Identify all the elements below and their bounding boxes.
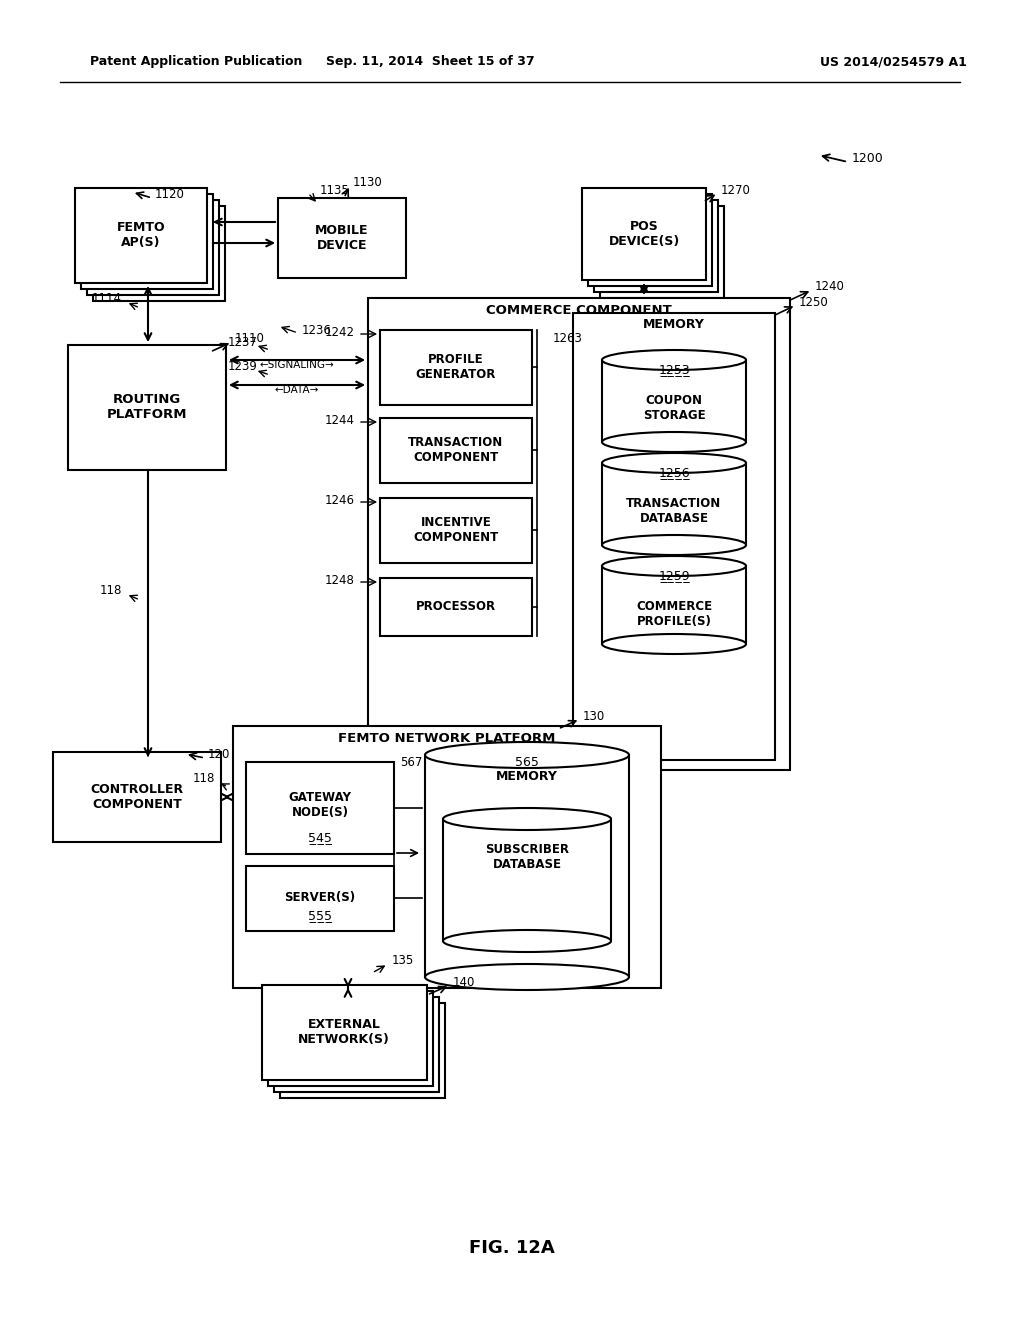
Text: CONTROLLER
COMPONENT: CONTROLLER COMPONENT — [90, 783, 183, 810]
Bar — [246, 866, 394, 931]
Text: COUPON
STORAGE: COUPON STORAGE — [643, 393, 706, 422]
Text: 1237: 1237 — [228, 335, 258, 348]
Text: 1114: 1114 — [92, 293, 122, 305]
Text: 1̲2̲5̲3̲: 1̲2̲5̲3̲ — [658, 363, 690, 376]
Text: 1236: 1236 — [302, 323, 332, 337]
Bar — [368, 298, 790, 770]
Text: PROFILE
GENERATOR: PROFILE GENERATOR — [416, 352, 497, 381]
Text: 1250: 1250 — [799, 296, 828, 309]
Text: 5̲5̲5̲: 5̲5̲5̲ — [308, 909, 332, 923]
Bar — [380, 578, 532, 636]
Text: 1246: 1246 — [325, 494, 355, 507]
Bar — [600, 206, 724, 298]
Text: GATEWAY
NODE(S): GATEWAY NODE(S) — [289, 791, 351, 818]
Text: COMMERCE
PROFILE(S): COMMERCE PROFILE(S) — [636, 601, 712, 628]
Text: POS
DEVICE(S): POS DEVICE(S) — [608, 220, 680, 248]
Bar — [268, 991, 433, 1086]
Text: US 2014/0254579 A1: US 2014/0254579 A1 — [820, 55, 967, 69]
Text: 1248: 1248 — [326, 573, 355, 586]
Ellipse shape — [425, 964, 629, 990]
Text: 1130: 1130 — [353, 176, 383, 189]
Text: MEMORY: MEMORY — [643, 318, 705, 330]
Ellipse shape — [425, 742, 629, 768]
Text: TRANSACTION
COMPONENT: TRANSACTION COMPONENT — [409, 436, 504, 465]
Text: 1240: 1240 — [815, 281, 845, 293]
Bar — [278, 198, 406, 279]
Ellipse shape — [602, 432, 746, 451]
Text: Patent Application Publication: Patent Application Publication — [90, 55, 302, 69]
Text: COMMERCE COMPONENT: COMMERCE COMPONENT — [486, 305, 672, 318]
Bar — [246, 762, 394, 854]
Text: TRANSACTION
DATABASE: TRANSACTION DATABASE — [627, 498, 722, 525]
Text: EXTERNAL
NETWORK(S): EXTERNAL NETWORK(S) — [298, 1018, 390, 1045]
Ellipse shape — [602, 556, 746, 576]
Text: 135: 135 — [392, 954, 415, 968]
Text: ROUTING
PLATFORM: ROUTING PLATFORM — [106, 393, 187, 421]
Bar — [93, 206, 225, 301]
Bar — [53, 752, 221, 842]
Bar — [582, 187, 706, 280]
Text: MEMORY: MEMORY — [496, 770, 558, 783]
Text: SUBSCRIBER
DATABASE: SUBSCRIBER DATABASE — [485, 843, 569, 871]
Text: 1120: 1120 — [155, 189, 185, 202]
Ellipse shape — [602, 535, 746, 554]
Bar — [87, 201, 219, 294]
Text: 1263: 1263 — [553, 331, 583, 345]
Text: 140: 140 — [453, 975, 475, 989]
Text: INCENTIVE
COMPONENT: INCENTIVE COMPONENT — [414, 516, 499, 544]
Bar — [280, 1003, 445, 1098]
Bar — [274, 997, 439, 1092]
Text: 1̲2̲5̲6̲: 1̲2̲5̲6̲ — [658, 466, 690, 479]
Text: Sep. 11, 2014  Sheet 15 of 37: Sep. 11, 2014 Sheet 15 of 37 — [326, 55, 535, 69]
Text: 130: 130 — [583, 710, 605, 722]
Text: ←DATA→: ←DATA→ — [274, 385, 319, 395]
Ellipse shape — [602, 634, 746, 653]
Text: 1110: 1110 — [234, 333, 265, 346]
Text: 1242: 1242 — [325, 326, 355, 338]
Text: FEMTO
AP(S): FEMTO AP(S) — [117, 220, 165, 249]
Bar — [75, 187, 207, 282]
Text: 5̲6̲5̲: 5̲6̲5̲ — [515, 755, 539, 768]
Text: 118: 118 — [99, 585, 122, 598]
Bar — [573, 313, 775, 760]
Text: 1200: 1200 — [852, 152, 884, 165]
Text: 118: 118 — [193, 772, 215, 785]
Ellipse shape — [602, 453, 746, 473]
Bar — [594, 201, 718, 292]
Bar — [233, 726, 662, 987]
Bar — [588, 194, 712, 286]
Ellipse shape — [443, 931, 611, 952]
Text: 120: 120 — [208, 748, 230, 762]
Text: 1270: 1270 — [721, 183, 751, 197]
Ellipse shape — [602, 350, 746, 370]
Ellipse shape — [443, 808, 611, 830]
Text: 1239: 1239 — [228, 360, 258, 374]
Text: ←SIGNALING→: ←SIGNALING→ — [260, 360, 335, 370]
Text: SERVER(S): SERVER(S) — [285, 891, 355, 904]
Text: 1135: 1135 — [319, 185, 350, 198]
Text: PROCESSOR: PROCESSOR — [416, 601, 496, 614]
Bar — [380, 498, 532, 564]
Bar — [81, 194, 213, 289]
Text: 5̲4̲5̲: 5̲4̲5̲ — [308, 832, 332, 845]
Bar — [68, 345, 226, 470]
Bar — [262, 985, 427, 1080]
Text: MOBILE
DEVICE: MOBILE DEVICE — [315, 224, 369, 252]
Text: FIG. 12A: FIG. 12A — [469, 1239, 555, 1257]
Bar — [380, 418, 532, 483]
Text: 1244: 1244 — [325, 413, 355, 426]
Text: FEMTO NETWORK PLATFORM: FEMTO NETWORK PLATFORM — [338, 731, 556, 744]
Text: 567: 567 — [400, 755, 422, 768]
Bar — [380, 330, 532, 405]
Text: 1̲2̲5̲9̲: 1̲2̲5̲9̲ — [658, 569, 690, 582]
